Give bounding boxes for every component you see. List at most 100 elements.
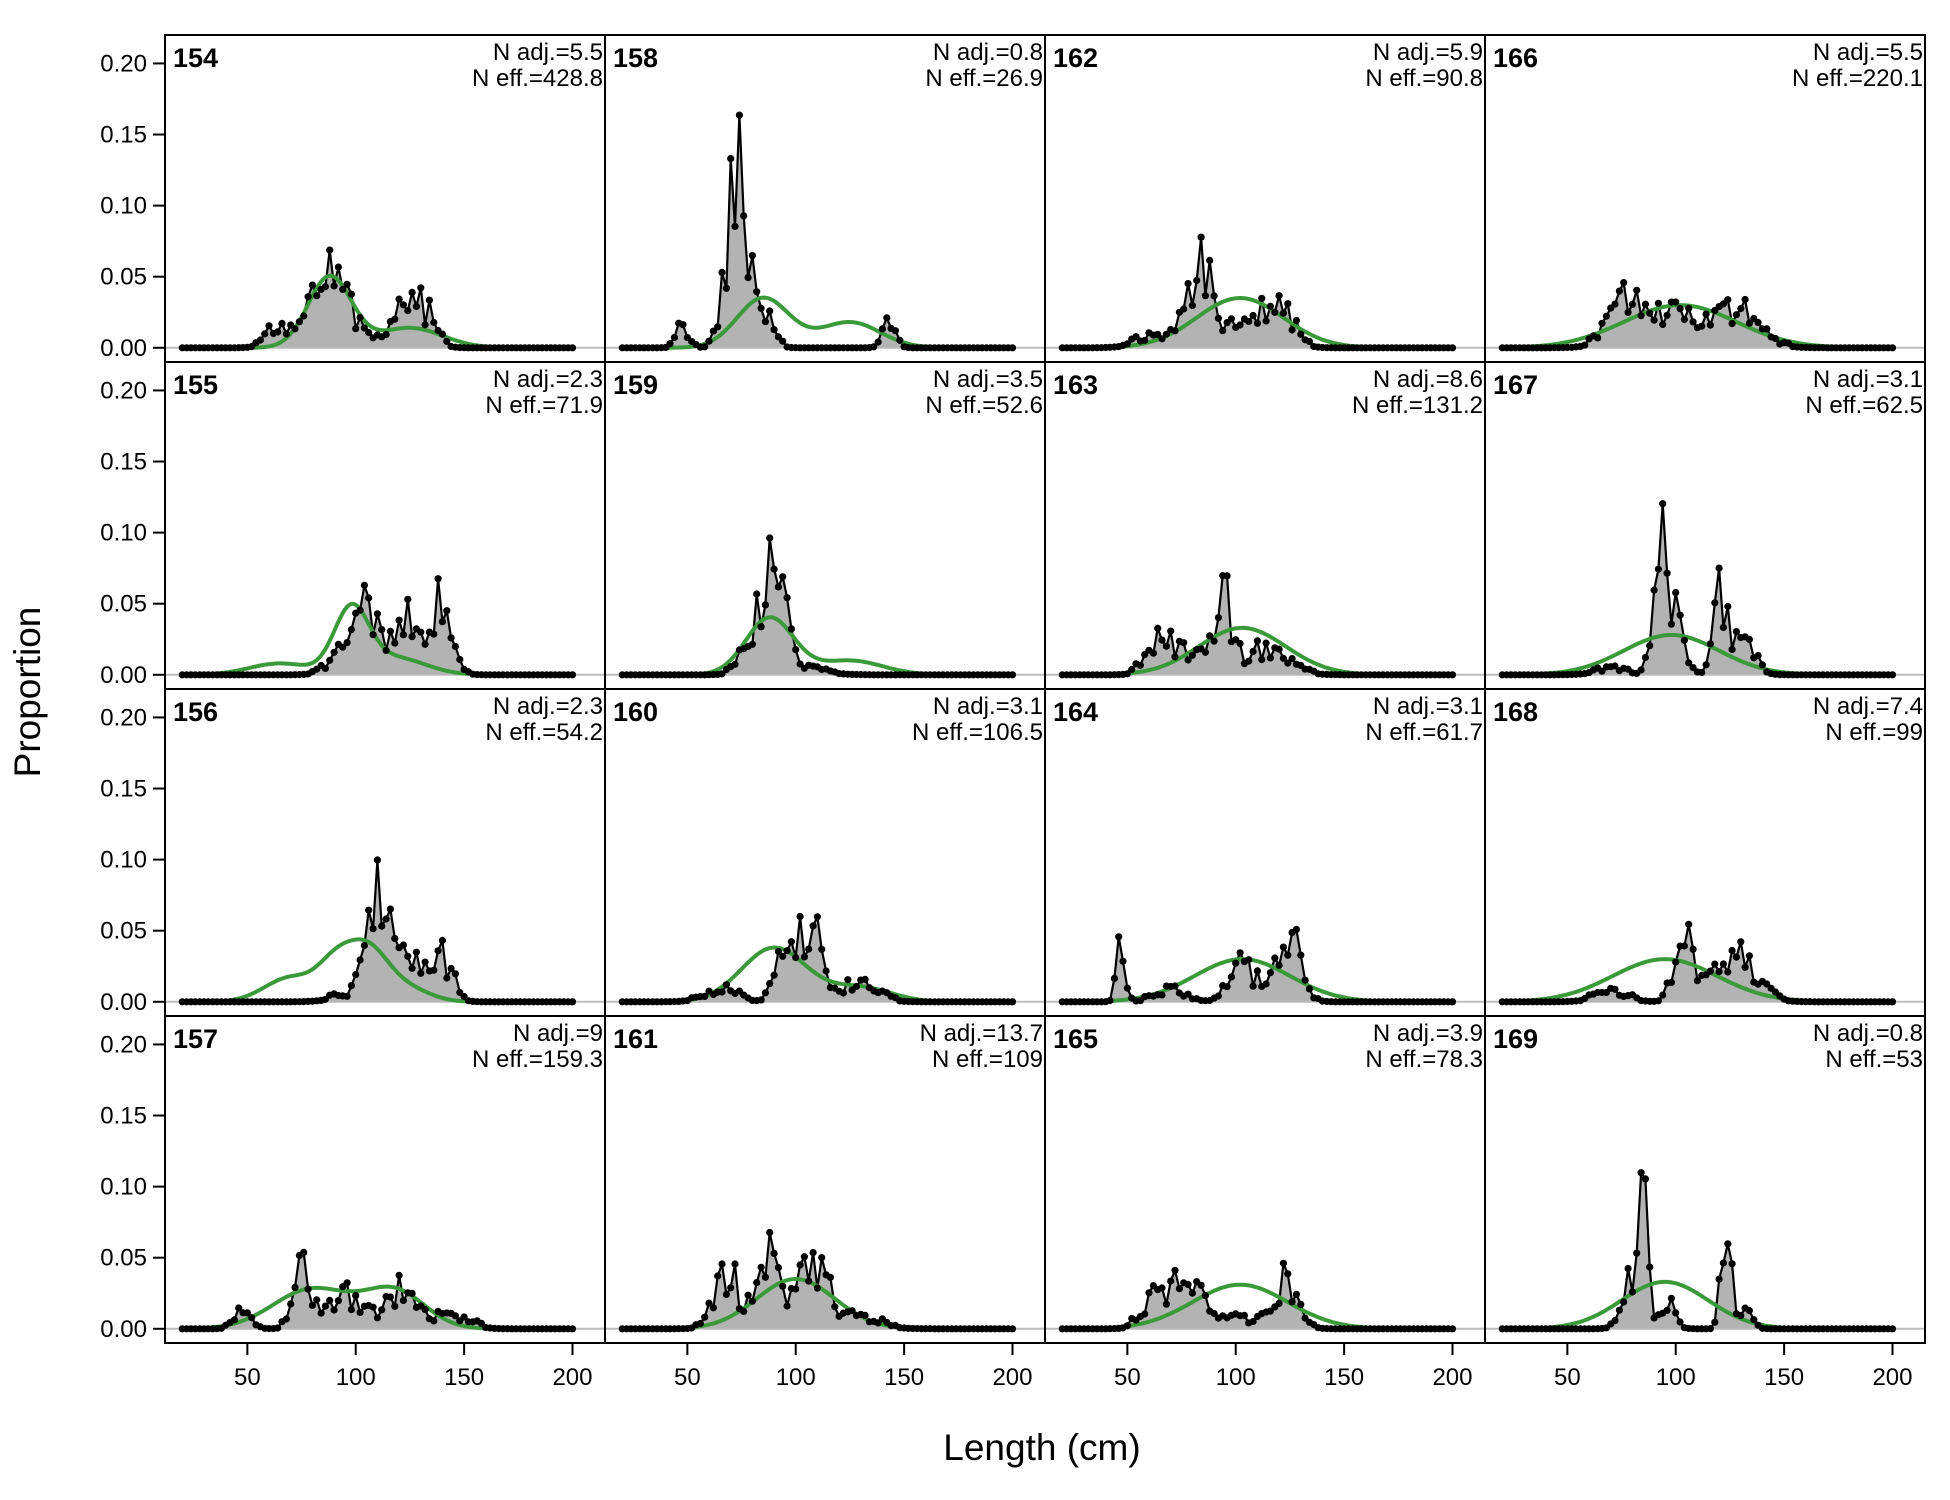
observed-point — [1266, 969, 1274, 977]
observed-point — [1745, 635, 1753, 644]
y-tick-label: 0.20 — [100, 704, 147, 731]
observed-point — [1245, 657, 1253, 665]
observed-area — [1062, 1263, 1453, 1329]
observed-area — [622, 115, 1013, 348]
panel-160: 160 N adj.=3.1N eff.=106.5 — [604, 688, 1046, 1017]
observed-point — [451, 970, 459, 978]
observed-point — [1737, 1312, 1745, 1320]
n-eff-label: N eff.=26.9 — [925, 65, 1043, 92]
observed-point — [1624, 308, 1632, 316]
observed-point — [382, 646, 390, 655]
observed-point — [1711, 599, 1719, 607]
observed-area — [1062, 929, 1453, 1002]
observed-point — [1249, 647, 1257, 656]
observed-point — [1245, 956, 1253, 964]
observed-point — [744, 274, 752, 282]
n-adj-label: N adj.=3.5 — [933, 366, 1043, 393]
observed-point — [1245, 317, 1253, 326]
x-axis: 50 100 150 200 50 100 150 200 50 100 150 200 50 100 15… — [234, 1343, 1913, 1391]
observed-point — [1214, 314, 1222, 322]
y-tick-label: 0.00 — [100, 662, 147, 689]
observed-point — [861, 1311, 869, 1319]
observed-point — [1184, 1280, 1192, 1289]
observed-point — [300, 312, 308, 320]
observed-point — [1219, 327, 1227, 335]
y-tick-label: 0.05 — [100, 591, 147, 618]
y-tick-label: 0.10 — [100, 520, 147, 547]
observed-point — [1214, 992, 1222, 1000]
observed-point — [779, 573, 787, 581]
observed-point — [1676, 611, 1684, 619]
observed-point — [740, 212, 748, 220]
observed-point — [1008, 344, 1017, 352]
observed-point — [1698, 322, 1706, 330]
observed-point — [326, 656, 334, 664]
observed-point — [356, 606, 364, 614]
observed-area — [622, 538, 1013, 675]
y-tick-label: 0.05 — [100, 264, 147, 291]
observed-point — [1154, 624, 1162, 632]
observed-point — [770, 565, 778, 573]
observed-point — [391, 934, 399, 943]
observed-point — [1284, 659, 1292, 667]
observed-area — [1502, 282, 1893, 348]
observed-point — [1132, 333, 1140, 341]
panel-165: 165 N adj.=3.9N eff.=78.3 — [1044, 1015, 1486, 1344]
observed-point — [1258, 656, 1266, 664]
observed-point — [291, 1283, 299, 1291]
observed-point — [568, 998, 577, 1006]
observed-point — [1184, 280, 1192, 288]
observed-point — [1266, 302, 1274, 310]
observed-point — [568, 671, 577, 679]
panel-166: 166 N adj.=5.5N eff.=220.1 — [1484, 34, 1926, 363]
observed-area — [1502, 924, 1893, 1002]
observed-point — [1275, 292, 1283, 300]
observed-point — [1197, 233, 1205, 241]
observed-point — [365, 328, 373, 337]
observed-point — [1598, 319, 1606, 327]
panel-id: 161 — [613, 1024, 658, 1054]
n-eff-label: N eff.=159.3 — [472, 1046, 603, 1073]
observed-point — [757, 996, 765, 1004]
observed-point — [787, 625, 796, 633]
observed-point — [727, 1284, 735, 1292]
panel-159: 159 N adj.=3.5N eff.=52.6 — [604, 361, 1046, 690]
observed-point — [1249, 982, 1257, 990]
n-adj-label: N adj.=3.1 — [1373, 693, 1483, 720]
observed-point — [1154, 330, 1162, 338]
y-tick-label: 0.00 — [100, 335, 147, 362]
observed-point — [1637, 666, 1645, 674]
observed-point — [408, 1289, 416, 1297]
n-adj-label: N adj.=9 — [513, 1020, 603, 1047]
observed-point — [718, 670, 726, 678]
x-tick-label: 150 — [884, 1364, 924, 1391]
observed-point — [839, 989, 848, 997]
observed-point — [274, 328, 282, 336]
observed-point — [1227, 315, 1235, 323]
observed-point — [1641, 1175, 1649, 1183]
observed-point — [378, 626, 386, 634]
observed-point — [1654, 299, 1662, 307]
observed-point — [373, 1314, 381, 1322]
n-adj-label: N adj.=7.4 — [1813, 693, 1923, 720]
observed-point — [1737, 305, 1745, 313]
observed-point — [1888, 998, 1897, 1006]
observed-point — [1672, 958, 1680, 966]
observed-point — [317, 1309, 325, 1317]
observed-point — [360, 941, 368, 950]
x-tick-label: 100 — [776, 1364, 816, 1391]
observed-point — [230, 1316, 238, 1324]
observed-point — [1253, 637, 1261, 645]
x-tick-label: 50 — [1554, 1364, 1581, 1391]
panel-157: 157 N adj.=9N eff.=159.3 — [164, 1015, 606, 1344]
observed-point — [826, 1273, 835, 1281]
observed-line — [622, 537, 1013, 676]
x-axis-title: Length (cm) — [943, 1427, 1140, 1468]
observed-point — [343, 1279, 351, 1287]
observed-point — [321, 1302, 329, 1310]
observed-point — [1719, 623, 1727, 632]
observed-point — [718, 1260, 726, 1268]
observed-point — [1611, 662, 1619, 670]
observed-point — [766, 307, 774, 315]
observed-point — [1659, 991, 1667, 999]
